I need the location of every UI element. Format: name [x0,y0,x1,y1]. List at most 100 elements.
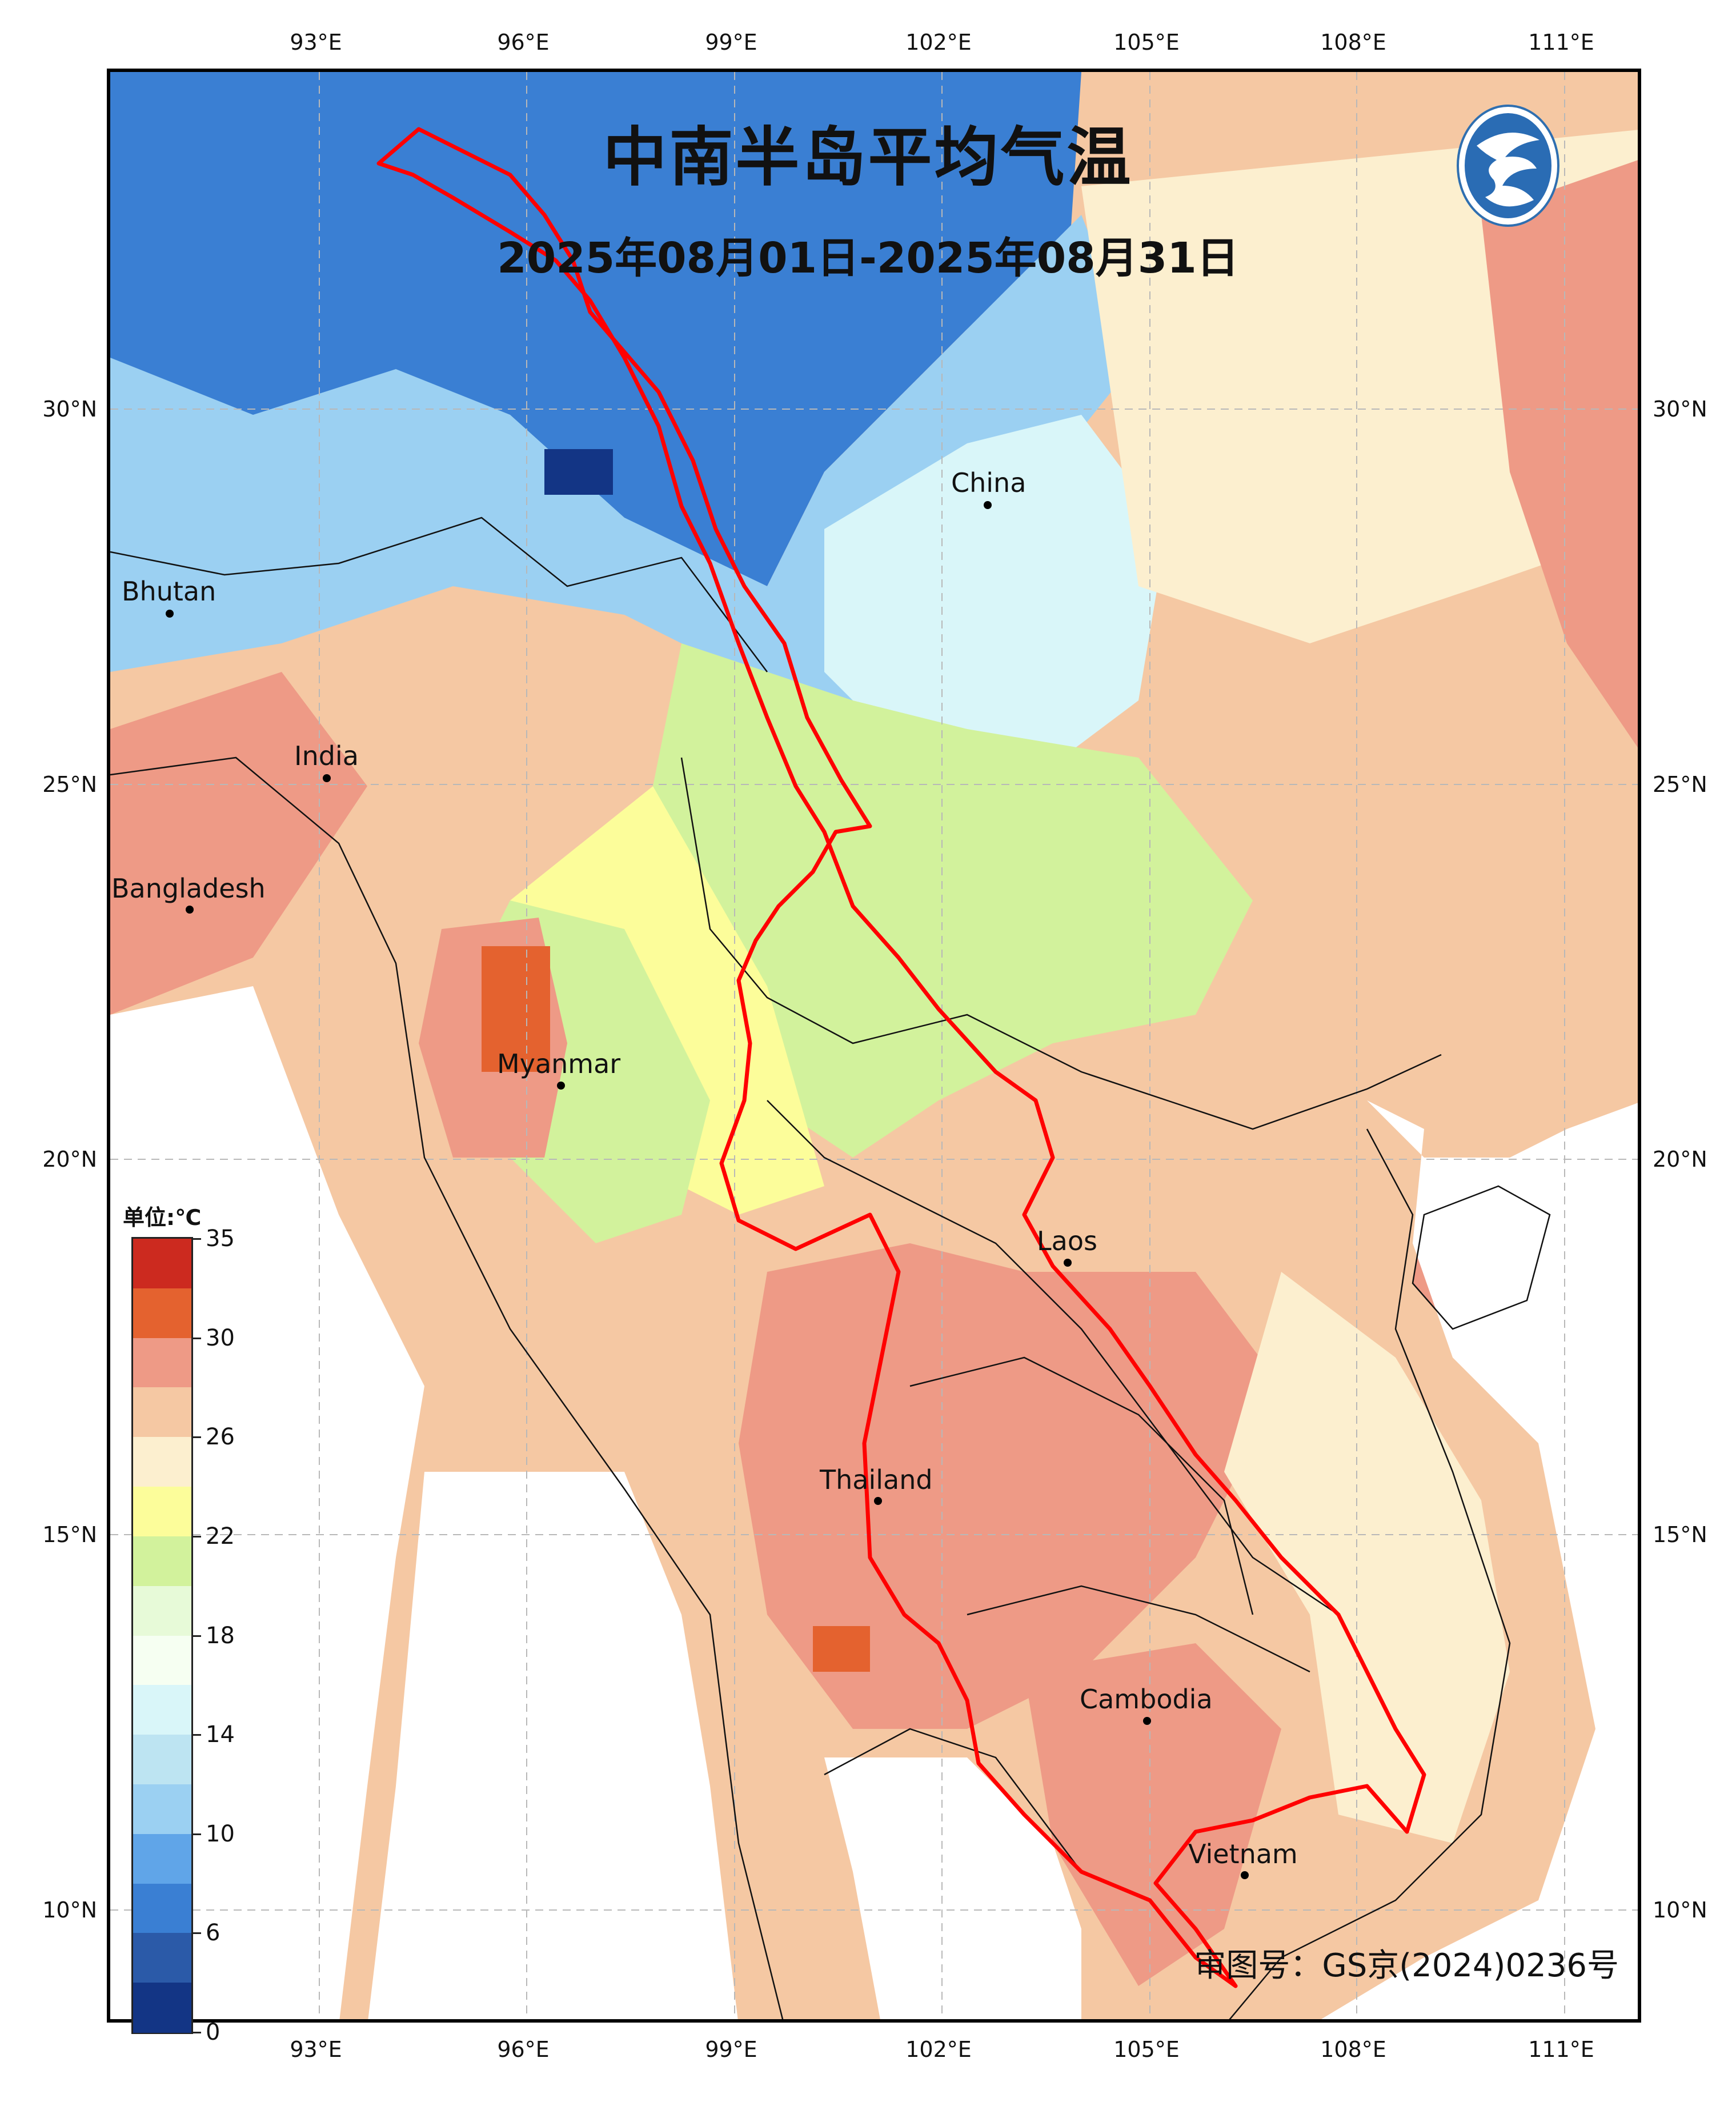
lon-label-bottom: 105°E [1113,2037,1180,2062]
colorbar-segment [133,1437,191,1488]
colorbar-unit: 单位:℃ [123,1205,202,1230]
colorbar-tick-label: 22 [206,1523,235,1550]
colorbar-segment [133,1883,191,1934]
place-dot [984,501,992,509]
place-label: Thailand [820,1464,933,1495]
place-label: Myanmar [497,1048,621,1079]
place-dot [557,1082,565,1090]
colorbar-segment [133,1338,191,1388]
temperature-map [110,72,1638,2019]
place-label: Vietnam [1188,1839,1298,1869]
sea-gulf-of-thailand [824,1757,1081,2019]
field-salmon-mekong [1024,1643,1281,1986]
place-dot [874,1497,882,1505]
lon-label-top: 96°E [497,30,550,55]
colorbar-segment [133,1784,191,1835]
lat-label-left: 10°N [42,1897,97,1923]
colorbar-tick [193,2032,201,2033]
place-dot [1241,1871,1249,1879]
colorbar-segment [133,1933,191,1984]
country-borders [110,517,1551,2019]
lat-label-right: 15°N [1653,1522,1707,1547]
colorbar-tick [193,1535,201,1538]
colorbar-segment [133,1635,191,1686]
lon-label-bottom: 108°E [1320,2037,1386,2062]
field-mild [824,415,1167,786]
lat-label-right: 10°N [1653,1897,1707,1923]
lat-label-left: 25°N [42,772,97,797]
field-green [653,643,1253,1158]
colorbar-segment [133,1288,191,1339]
colorbar-tick [193,1734,201,1736]
colorbar-segment [133,1239,191,1289]
colorbar-tick [193,1238,201,1240]
colorbar-tick-label: 14 [206,1721,235,1748]
lon-label-bottom: 111°E [1528,2037,1594,2062]
field-dark-spot [544,449,613,495]
colorbar-segment [133,1983,191,2033]
lat-label-right: 20°N [1653,1147,1707,1172]
colorbar-tick-label: 35 [206,1226,235,1252]
place-label: Cambodia [1080,1684,1213,1715]
field-cream-vietnam [1224,1272,1510,1843]
place-dot [166,610,174,618]
lon-label-top: 108°E [1320,30,1386,55]
place-label: China [951,467,1027,498]
place-label: Bhutan [122,576,217,607]
lon-label-bottom: 93°E [290,2037,342,2062]
colorbar-segment [133,1487,191,1537]
lat-label-right: 25°N [1653,772,1707,797]
lat-label-left: 30°N [42,397,97,422]
colorbar [131,1237,193,2034]
lon-label-top: 105°E [1113,30,1180,55]
colorbar-segment [133,1735,191,1785]
lon-label-top: 111°E [1528,30,1594,55]
map-review-number: 审图号：GS京(2024)0236号 [1194,1947,1619,1984]
mekong-basin-outline [376,127,1426,1988]
lon-label-top: 99°E [705,30,757,55]
colorbar-segment [133,1685,191,1736]
gridlines [110,72,1638,2019]
lat-label-right: 30°N [1653,397,1707,422]
place-dot [1064,1259,1072,1267]
place-dot [186,906,194,914]
lon-label-bottom: 102°E [905,2037,972,2062]
field-hot-thailand [813,1626,870,1672]
sea-andaman [368,1472,738,2019]
colorbar-tick [193,1436,201,1439]
field-hot-myanmar [482,946,550,1072]
colorbar-tick [193,1337,201,1339]
colorbar-tick-label: 0 [206,2019,220,2045]
colorbar-tick [193,1635,201,1637]
colorbar-segment [133,1833,191,1884]
map-title: 中南半岛平均气温 [603,121,1133,195]
colorbar-tick-label: 10 [206,1820,235,1847]
lon-label-bottom: 99°E [705,2037,757,2062]
lon-label-top: 93°E [290,30,342,55]
colorbar-segment [133,1586,191,1636]
colorbar-tick [193,1833,201,1835]
place-label: India [294,740,359,771]
colorbar-tick-label: 26 [206,1424,235,1451]
colorbar-tick-label: 18 [206,1622,235,1649]
place-dot [323,774,331,782]
lat-label-left: 20°N [42,1147,97,1172]
place-label: Bangladesh [111,873,266,904]
sea-south-china [1321,1100,1638,2019]
colorbar-segment [133,1536,191,1587]
lat-label-left: 15°N [42,1522,97,1547]
colorbar-tick-label: 6 [206,1920,220,1947]
lon-label-bottom: 96°E [497,2037,550,2062]
weather-service-logo [1457,105,1559,227]
field-salmon-bangladesh [110,672,367,1015]
colorbar-segment [133,1387,191,1438]
place-dot [1143,1717,1151,1725]
field-salmon-thailand [739,1243,1281,1729]
map-subtitle: 2025年08月01日-2025年08月31日 [497,234,1239,283]
field-salmon-east [1481,160,1638,748]
lon-label-top: 102°E [905,30,972,55]
place-label: Laos [1037,1226,1097,1256]
map-frame [107,69,1641,2023]
colorbar-tick [193,1932,201,1935]
colorbar-tick-label: 30 [206,1324,235,1351]
